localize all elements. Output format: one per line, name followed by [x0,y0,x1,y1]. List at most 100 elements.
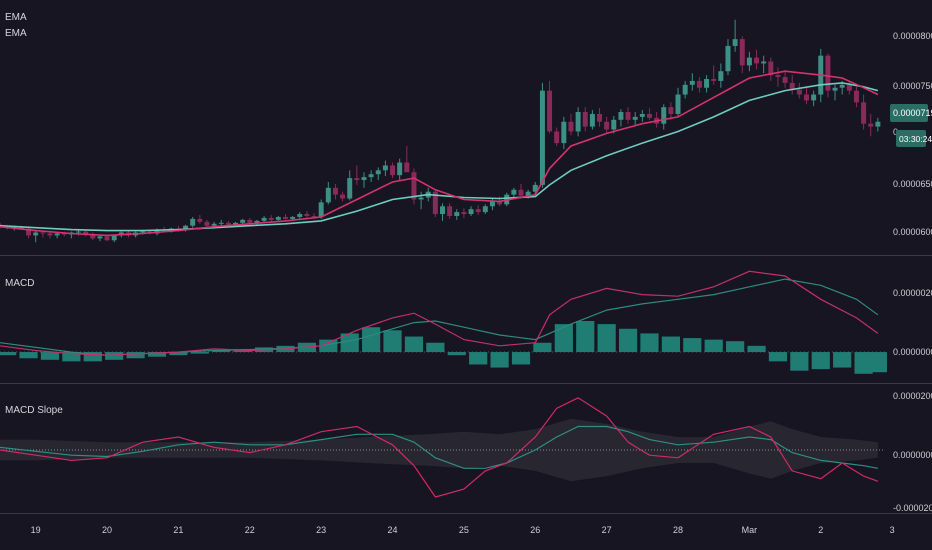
time-axis-tick: 24 [388,525,398,535]
candle-body [754,57,760,64]
candle-body [518,189,524,196]
candle-body [875,121,881,127]
candle-body [525,191,531,196]
candle-body [404,162,410,173]
price-ema-label-2[interactable]: EMA [5,28,27,39]
candle-body [33,232,39,236]
candle-body [90,234,96,239]
candle-body [768,61,774,76]
price-candles[interactable] [0,19,881,243]
candle-body [140,231,146,233]
time-axis-tick: 26 [530,525,540,535]
candle-body [725,45,731,72]
macd-axis-tick: 0.00000200 [893,288,932,298]
time-axis-tick: 28 [673,525,683,535]
macd-histogram-bar [126,352,145,359]
time-axis-tick: 3 [890,525,895,535]
candle-body [646,113,652,118]
candle-body [261,217,267,221]
candle-body [611,119,617,130]
candle-body [361,177,367,181]
price-ema-label-1[interactable]: EMA [5,12,27,23]
candle-body [190,218,196,226]
price-ema-lines[interactable] [0,70,879,237]
candle-body [604,121,610,130]
candle-body [732,39,738,46]
candle-body [40,232,46,234]
macd-slope-pane-label[interactable]: MACD Slope [5,405,63,416]
candle-body [233,222,239,225]
candle-body [475,209,481,213]
macd-histogram-bar [62,352,81,362]
candle-body [347,178,353,199]
candle-body [461,212,467,215]
macd-histogram-bar [768,352,788,362]
time-axis-tick: Mar [742,525,758,535]
candle-body [382,165,388,171]
candle-body [539,90,545,185]
macd-slope-pane[interactable] [0,397,885,498]
macd-histogram-bar [661,336,680,353]
macd-histogram-bar [833,352,852,368]
macd-histogram-bar [854,352,873,374]
candle-body [390,165,396,176]
candle-body [375,170,381,175]
macd-histogram-bar [790,352,809,371]
candle-body [689,80,695,85]
macd-pane[interactable] [0,270,887,374]
time-axis-tick: 23 [316,525,326,535]
candle-body [54,233,60,236]
candle-body [397,162,403,176]
candle-body [311,215,317,217]
candle-body [853,90,859,103]
macd-histogram-bar [726,341,745,353]
macd-histogram-bar [533,342,552,353]
candle-body [561,121,567,144]
candle-body [325,187,331,203]
time-axis[interactable]: 19202122232425262728Mar23456 [31,525,932,535]
candle-body [497,201,503,205]
ema-slow-line [0,82,879,232]
macd-histogram-bar [169,352,188,356]
macd-histogram-bar [868,352,887,373]
candle-body [247,219,253,223]
slope-axis-tick: 0.00002000 [893,391,932,401]
candle-body [211,223,217,226]
slope-axis-tick: -0.00002000 [893,503,932,513]
candle-body [632,116,638,120]
candle-body [832,87,838,91]
candle-body [254,220,260,223]
candle-body [696,80,702,88]
macd-histogram-bar [554,324,573,353]
bar-countdown: 03:30:24 [899,134,932,144]
macd-histogram-bar [618,328,638,353]
candle-body [775,75,781,78]
candle-body [332,187,338,195]
macd-histogram-bar [40,352,60,360]
candle-body [304,214,310,216]
macd-histogram-bar [190,352,209,354]
candle-body [782,77,788,83]
candle-body [568,121,574,132]
macd-histogram-bar [640,333,659,353]
macd-histogram-bar [683,338,702,353]
candle-body [83,231,89,235]
macd-pane-label[interactable]: MACD [5,278,34,289]
candle-body [661,107,667,124]
macd-histogram-bar [105,352,124,360]
candle-body [61,233,67,235]
macd-histogram-bar [704,339,723,353]
candle-body [825,55,831,91]
candle-body [796,89,802,95]
time-axis-tick: 2 [818,525,823,535]
candle-body [618,112,624,120]
candle-body [275,216,281,220]
candle-body [639,113,645,117]
macd-histogram-bar [576,321,595,353]
time-axis-tick: 21 [173,525,183,535]
price-axis-tick: 0.00008000 [893,31,932,41]
time-axis-tick: 22 [245,525,255,535]
candle-body [354,178,360,181]
candle-body [846,84,852,91]
